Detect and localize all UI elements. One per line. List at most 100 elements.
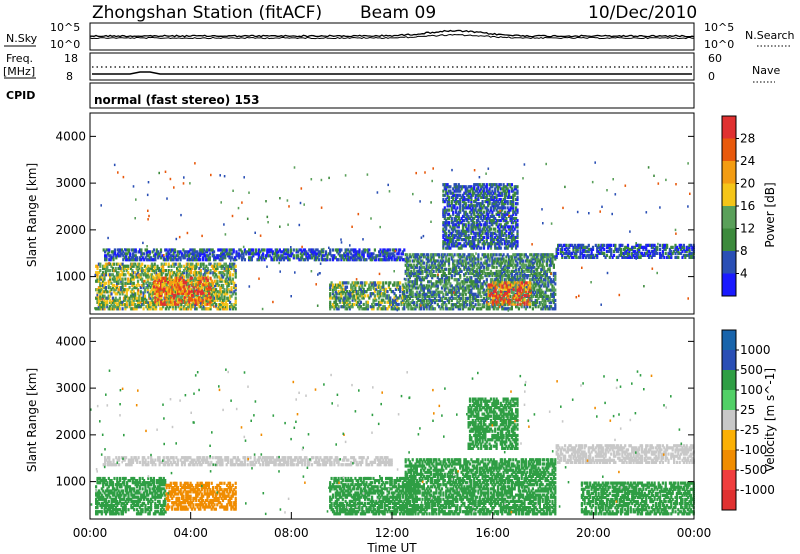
heatmap-cell <box>181 285 184 289</box>
heatmap-cell <box>231 264 234 268</box>
heatmap-cell <box>146 266 149 271</box>
heatmap-cell <box>440 296 444 300</box>
heatmap-cell <box>415 280 418 284</box>
heatmap-cell <box>220 303 223 307</box>
heatmap-cell <box>192 271 195 275</box>
heatmap-cell <box>368 287 371 291</box>
heatmap-cell <box>523 300 526 304</box>
heatmap-cell <box>442 233 445 237</box>
heatmap-cell <box>394 298 397 302</box>
heatmap-cell <box>621 255 624 259</box>
heatmap-cell <box>368 296 371 300</box>
heatmap-cell <box>366 302 369 307</box>
heatmap-cell <box>186 283 189 287</box>
heatmap-cell <box>99 286 102 290</box>
heatmap-cell <box>509 300 512 304</box>
heatmap-cell <box>120 281 123 285</box>
heatmap-cell <box>129 279 133 283</box>
heatmap-cell <box>141 256 144 260</box>
heatmap-cell <box>421 265 424 269</box>
heatmap-cell <box>505 259 508 263</box>
heatmap-cell <box>355 281 358 285</box>
heatmap-cell <box>453 286 456 290</box>
heatmap-cell <box>187 254 191 258</box>
heatmap-cell <box>150 300 153 304</box>
heatmap-cell <box>435 288 438 292</box>
heatmap-cell <box>230 262 233 266</box>
heatmap-cell <box>536 267 539 271</box>
heatmap-cell <box>152 269 155 273</box>
heatmap-cell <box>155 278 158 282</box>
heatmap-cell <box>246 250 249 254</box>
heatmap-cell <box>274 248 277 252</box>
heatmap-cell <box>114 305 117 309</box>
heatmap-cell <box>550 282 553 286</box>
heatmap-cell <box>538 263 541 267</box>
heatmap-cell <box>685 247 688 251</box>
heatmap-cell <box>224 307 227 311</box>
heatmap-cell <box>215 288 218 292</box>
heatmap-cell <box>209 296 212 300</box>
heatmap-cell <box>501 278 504 282</box>
heatmap-cell <box>619 249 623 253</box>
heatmap-cell <box>350 252 353 256</box>
heatmap-cell <box>289 254 293 258</box>
heatmap-cell <box>414 255 417 259</box>
heatmap-cell <box>450 294 453 298</box>
heatmap-cell <box>96 279 99 283</box>
heatmap-cell <box>429 292 432 296</box>
heatmap-cell <box>224 264 227 268</box>
heatmap-cell <box>134 256 137 260</box>
heatmap-cell <box>438 280 441 284</box>
heatmap-cell <box>522 300 525 304</box>
heatmap-cell <box>531 274 534 278</box>
heatmap-cell <box>449 271 452 276</box>
heatmap-cell <box>315 252 318 256</box>
heatmap-cell <box>228 250 231 254</box>
heatmap-cell <box>215 264 218 268</box>
heatmap-cell <box>446 278 449 282</box>
heatmap-cell <box>128 273 131 277</box>
heatmap-cell <box>501 271 504 276</box>
heatmap-cell <box>182 271 186 275</box>
heatmap-cell <box>538 276 541 280</box>
heatmap-cell <box>208 256 211 260</box>
heatmap-cell <box>445 307 448 311</box>
heatmap-cell <box>481 284 484 288</box>
heatmap-cell <box>477 280 480 284</box>
heatmap-cell <box>355 302 358 307</box>
heatmap-cell <box>457 271 460 276</box>
heatmap-cell <box>340 256 343 260</box>
heatmap-cell <box>138 275 141 279</box>
heatmap-cell <box>128 300 131 304</box>
heatmap-cell <box>414 305 417 309</box>
heatmap-cell <box>433 253 437 257</box>
heatmap-cell <box>131 283 134 288</box>
heatmap-cell <box>600 245 603 249</box>
heatmap-cell <box>445 276 448 280</box>
heatmap-cell <box>172 283 175 287</box>
heatmap-cell <box>421 261 424 265</box>
heatmap-cell <box>382 307 385 311</box>
heatmap-cell <box>375 283 378 287</box>
heatmap-cell <box>427 257 430 261</box>
heatmap-cell <box>411 280 414 284</box>
heatmap-cell <box>460 261 463 265</box>
heatmap-cell <box>148 296 151 300</box>
heatmap-cell <box>447 276 451 280</box>
heatmap-cell <box>175 258 178 262</box>
heatmap-cell <box>167 281 170 285</box>
heatmap-cell <box>487 274 490 278</box>
heatmap-cell <box>425 263 428 267</box>
heatmap-cell <box>148 300 151 304</box>
heatmap-cell <box>227 283 230 288</box>
heatmap-cell <box>344 298 347 302</box>
heatmap-cell <box>250 258 253 262</box>
heatmap-cell <box>442 246 445 250</box>
heatmap-cell <box>691 251 694 255</box>
heatmap-cell <box>565 255 568 259</box>
heatmap-cell <box>378 258 381 262</box>
heatmap-cell <box>407 259 410 263</box>
heatmap-cell <box>447 202 451 206</box>
heatmap-cell <box>136 292 140 296</box>
